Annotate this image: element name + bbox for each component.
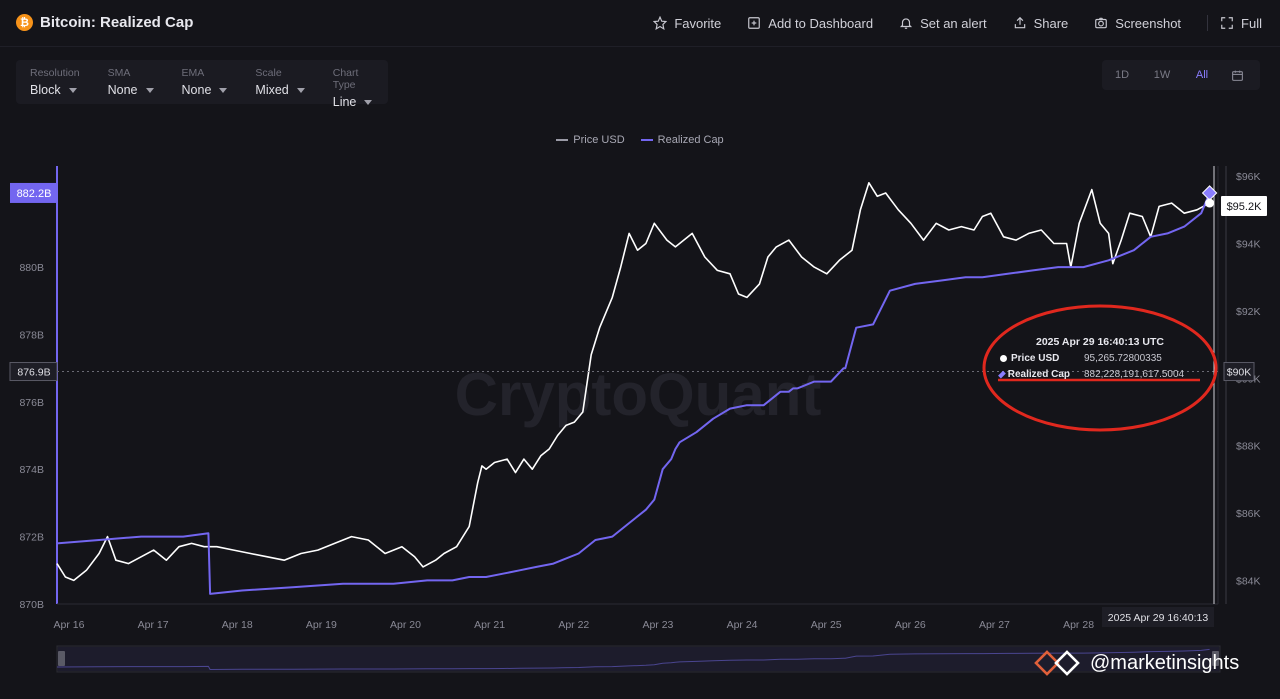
author-handle: @marketinsights (1090, 652, 1239, 675)
crosshair-x-label: 2025 Apr 29 16:40:13 (1108, 612, 1209, 624)
right-tick-label: $84K (1236, 575, 1261, 587)
x-tick-label: Apr 17 (138, 619, 169, 631)
x-tick-label: Apr 19 (306, 619, 337, 631)
left-tick-label: 876B (19, 397, 44, 409)
left-tick-label: 878B (19, 329, 44, 341)
left-tick-label: 874B (19, 464, 44, 476)
x-tick-label: Apr 25 (811, 619, 842, 631)
tooltip-time: 2025 Apr 29 16:40:13 UTC (1000, 336, 1200, 348)
tooltip-cap-label: Realized Cap (1008, 369, 1070, 380)
x-tick-label: Apr 23 (642, 619, 673, 631)
left-tick-label: 880B (19, 262, 44, 274)
x-tick-label: Apr 27 (979, 619, 1010, 631)
left-tick-label: 870B (19, 599, 44, 611)
navigator-left-handle[interactable] (58, 651, 65, 666)
chart-tooltip: 2025 Apr 29 16:40:13 UTC Price USD 95,26… (1000, 336, 1200, 380)
x-tick-label: Apr 20 (390, 619, 421, 631)
right-tick-label: $96K (1236, 171, 1261, 183)
logo-icon (1034, 650, 1082, 676)
cap-diamond-icon (998, 371, 1006, 379)
x-tick-label: Apr 21 (474, 619, 505, 631)
x-tick-label: Apr 26 (895, 619, 926, 631)
x-tick-label: Apr 24 (727, 619, 758, 631)
price-dot-icon (1000, 355, 1007, 362)
right-tick-label: $94K (1236, 238, 1261, 250)
right-current-label: $95.2K (1227, 201, 1263, 213)
left-tick-label: 872B (19, 532, 44, 544)
right-tick-label: $92K (1236, 306, 1261, 318)
author-watermark: @marketinsights (1034, 650, 1239, 676)
right-tick-label: $88K (1236, 441, 1261, 453)
tooltip-price-label: Price USD (1011, 353, 1059, 364)
right-crosshair-label: $90K (1227, 367, 1252, 379)
tooltip-cap-value: 882,228,191,617.5004 (1070, 369, 1184, 380)
right-tick-label: $86K (1236, 508, 1261, 520)
x-tick-label: Apr 18 (222, 619, 253, 631)
x-tick-label: Apr 28 (1063, 619, 1094, 631)
x-tick-label: Apr 16 (54, 619, 85, 631)
tooltip-price-value: 95,265.72800335 (1070, 353, 1162, 364)
left-current-label: 882.2B (17, 188, 52, 200)
x-tick-label: Apr 22 (558, 619, 589, 631)
cap-end-marker (1203, 186, 1217, 200)
price-end-marker (1205, 199, 1214, 208)
left-crosshair-label: 876.9B (17, 367, 50, 379)
